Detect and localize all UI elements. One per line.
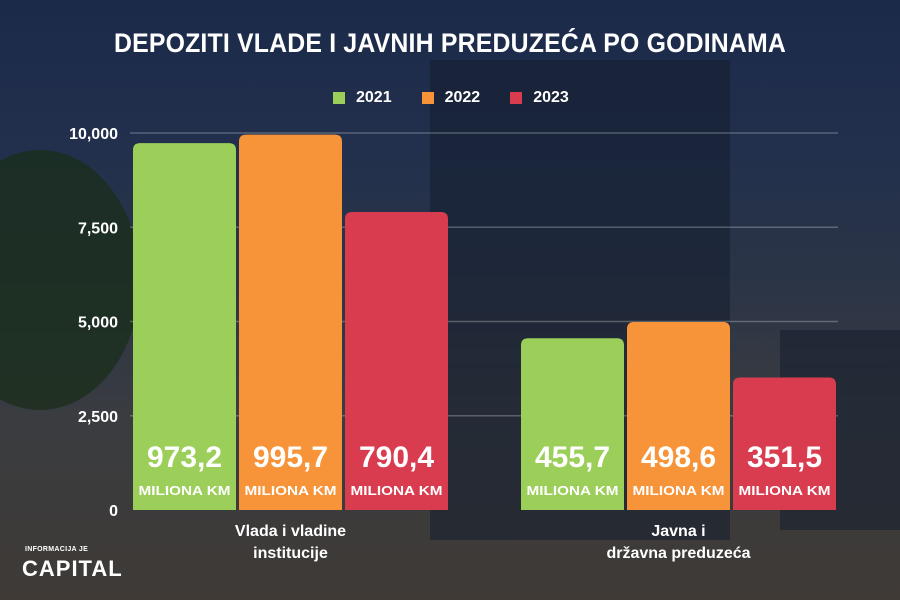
data-label: 973,2	[147, 441, 222, 474]
y-tick-label: 2,500	[78, 409, 118, 426]
unit-label: MILIONA KM	[527, 483, 619, 498]
data-label: 455,7	[535, 441, 610, 474]
x-category-label: Vlada i vladine	[235, 523, 346, 540]
legend-label: 2022	[444, 89, 481, 106]
x-category-label: državna preduzeća	[606, 545, 750, 562]
unit-label: MILIONA KM	[633, 483, 725, 498]
x-category-label: Javna i	[651, 523, 705, 540]
legend-label: 2021	[356, 89, 392, 106]
bar	[133, 143, 236, 510]
logo-tagline: INFORMACIJA JE	[25, 546, 89, 553]
y-tick-label: 10,000	[69, 126, 118, 143]
legend-item-2023: 2023	[510, 89, 569, 107]
legend-item-2022: 2022	[421, 89, 481, 107]
unit-label: MILIONA KM	[139, 483, 231, 498]
bar	[733, 377, 836, 510]
bar	[239, 134, 342, 510]
bar	[345, 212, 448, 510]
bar	[627, 322, 730, 510]
chart-title: DEPOZITI VLADE I JAVNIH PREDUZEĆA PO GOD…	[113, 28, 787, 58]
y-tick-label: 5,000	[78, 315, 118, 332]
data-label: 351,5	[747, 441, 822, 474]
legend-swatch	[510, 92, 523, 104]
capital-logo: INFORMACIJA JE CAPITAL	[22, 545, 123, 582]
unit-label: MILIONA KM	[739, 483, 831, 498]
unit-label: MILIONA KM	[245, 483, 337, 498]
data-label: 790,4	[359, 441, 434, 474]
y-tick-label: 7,500	[78, 220, 118, 237]
x-category-label: institucije	[253, 545, 328, 562]
logo-name: CAPITAL	[22, 556, 123, 581]
y-tick-label: 0	[109, 503, 118, 520]
legend-label: 2023	[533, 89, 569, 106]
legend: 2021 2022 2023	[333, 89, 599, 107]
data-label: 498,6	[641, 441, 716, 474]
data-label: 995,7	[253, 441, 328, 474]
legend-item-2021: 2021	[333, 89, 392, 107]
bar	[521, 338, 624, 510]
unit-label: MILIONA KM	[351, 483, 443, 498]
legend-swatch	[421, 92, 434, 104]
legend-swatch	[333, 92, 345, 104]
